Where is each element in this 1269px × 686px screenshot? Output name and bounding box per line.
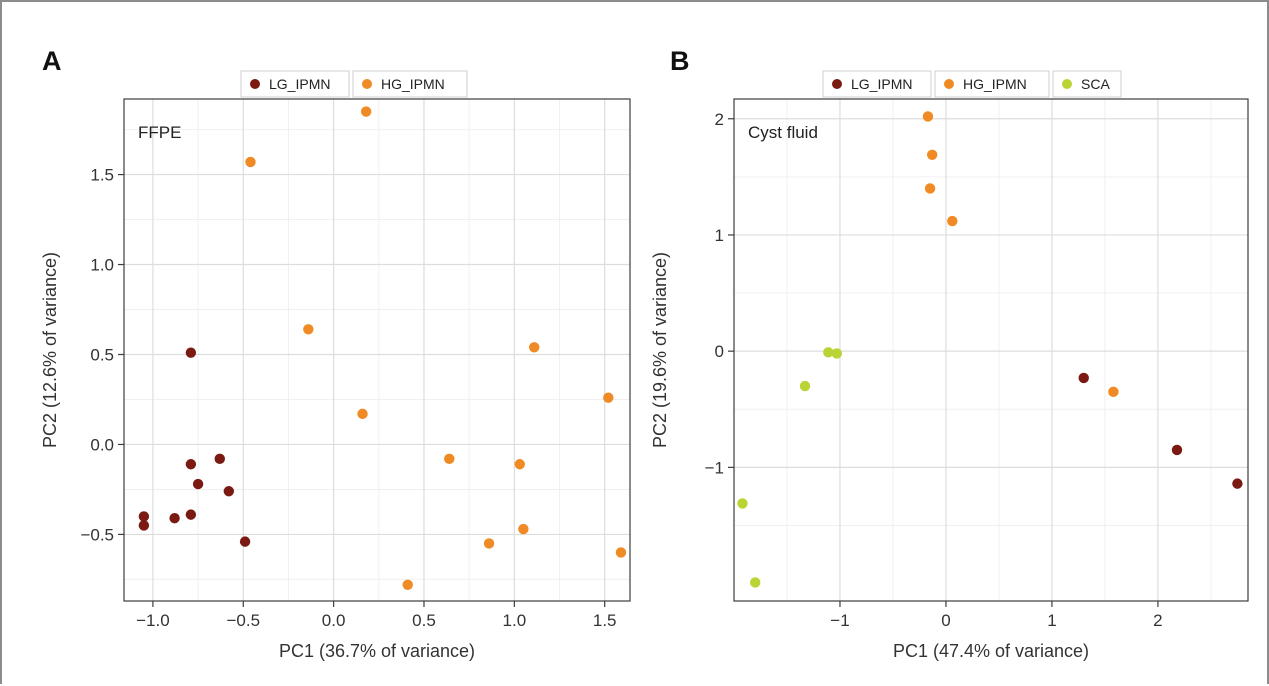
panel-a-y-tick-label: 1.0 [90, 256, 114, 275]
panel-b-legend-label: HG_IPMN [963, 76, 1027, 92]
panel-b-y-axis-title: PC2 (19.6% of variance) [650, 252, 670, 448]
panel-a-point-hg-ipmn [514, 459, 525, 470]
panel-b-grid [734, 99, 1248, 601]
panel-a-letter: A [42, 46, 62, 76]
panel-a-inset-label: FFPE [138, 123, 181, 142]
panel-b-points [737, 111, 1243, 588]
panel-a-point-hg-ipmn [483, 538, 495, 549]
panel-a-point-hg-ipmn [360, 106, 372, 117]
panel-a-legend: LG_IPMN HG_IPMN [240, 70, 468, 98]
panel-a-point-hg-ipmn [357, 408, 368, 420]
panel-b-point-hg-ipmn [922, 111, 934, 122]
panel-b-point-lg-ipmn [1232, 478, 1243, 489]
panel-b-x-axis-title: PC1 (47.4% of variance) [893, 641, 1089, 661]
panel-b: B LG_IPMN HG_IPMN SCA −1 0 1 2 −1 0 1 2 Cyst flui… [650, 46, 1249, 661]
panel-a-point-lg-ipmn [185, 509, 197, 520]
panel-b-point-hg-ipmn [947, 215, 958, 227]
panel-a-point-lg-ipmn [169, 513, 180, 524]
panel-b-x-tick-label: 2 [1153, 611, 1162, 630]
panel-a-point-hg-ipmn [603, 392, 614, 403]
panel-b-y-tick-label: 1 [715, 226, 724, 245]
panel-b-ticks: −1 0 1 2 −1 0 1 2 [705, 110, 1163, 630]
panel-b-x-tick-label: 1 [1047, 611, 1056, 630]
panel-b-point-sca [737, 498, 748, 509]
panel-a-y-tick-label: −0.5 [80, 525, 114, 544]
panel-a-grid [124, 99, 630, 601]
panel-b-legend-swatch [832, 79, 842, 89]
panel-a-x-tick-label: −0.5 [226, 611, 260, 630]
panel-a-point-lg-ipmn [138, 511, 150, 522]
panel-b-point-sca [799, 380, 811, 392]
panel-b-point-hg-ipmn [1108, 386, 1119, 398]
panel-a-ticks: −1.0 −0.5 0.0 0.5 1.0 1.5 −0.5 0.0 0.5 1.0 1.5 [80, 166, 616, 630]
panel-a-x-tick-label: 0.5 [412, 611, 436, 630]
panel-a-y-tick-label: 1.5 [90, 166, 114, 185]
panel-a-y-axis-title: PC2 (12.6% of variance) [40, 252, 60, 448]
panel-a-point-hg-ipmn [444, 453, 455, 465]
panel-a-point-hg-ipmn [518, 523, 529, 535]
panel-b-y-tick-label: −1 [705, 458, 724, 477]
panel-b-x-tick-label: −1 [830, 611, 849, 630]
panel-a-point-hg-ipmn [402, 579, 413, 591]
panel-a-point-hg-ipmn [303, 324, 314, 335]
panel-a-point-lg-ipmn [138, 520, 150, 531]
panel-a-point-hg-ipmn [529, 342, 540, 353]
panel-a-points [138, 106, 627, 591]
panel-a-legend-label: HG_IPMN [381, 76, 445, 92]
panel-b-y-tick-label: 0 [715, 342, 724, 361]
panel-b-legend-label: SCA [1081, 76, 1110, 92]
panel-b-point-sca [749, 577, 761, 588]
panel-a-x-axis-title: PC1 (36.7% of variance) [279, 641, 475, 661]
panel-b-y-tick-label: 2 [715, 110, 724, 129]
panel-b-point-sca [831, 348, 842, 359]
panel-b-point-hg-ipmn [926, 149, 938, 160]
panel-a-y-tick-label: 0.0 [90, 435, 114, 454]
panel-b-point-hg-ipmn [924, 183, 936, 194]
panel-b-legend-label: LG_IPMN [851, 76, 912, 92]
panel-a-point-lg-ipmn [192, 478, 204, 490]
panel-a-point-hg-ipmn [615, 547, 627, 558]
panel-a-x-tick-label: 0.0 [322, 611, 346, 630]
panel-a-point-hg-ipmn [245, 156, 256, 168]
panel-a-legend-swatch [250, 79, 260, 89]
panel-a-legend-label: LG_IPMN [269, 76, 330, 92]
panel-b-point-lg-ipmn [1171, 444, 1183, 456]
panel-a-point-lg-ipmn [185, 459, 197, 470]
panel-a-plot-frame [123, 98, 631, 602]
panel-a-point-lg-ipmn [214, 453, 225, 465]
panel-b-point-lg-ipmn [1078, 372, 1089, 384]
panel-b-x-tick-label: 0 [941, 611, 950, 630]
panel-a-x-tick-label: 1.5 [593, 611, 617, 630]
panel-a: A LG_IPMN HG_IPMN −1.0 −0.5 0.0 0.5 1.0 1.5 −0.… [40, 46, 631, 661]
panel-a-point-lg-ipmn [223, 486, 235, 497]
panel-a-x-tick-label: 1.0 [503, 611, 527, 630]
panel-a-legend-swatch [362, 79, 372, 89]
panel-a-x-tick-label: −1.0 [136, 611, 170, 630]
panel-b-inset-label: Cyst fluid [748, 123, 818, 142]
panel-b-plot-frame [733, 98, 1249, 602]
panel-b-legend-swatch [1062, 79, 1072, 89]
panel-b-point-sca [823, 347, 834, 358]
panel-b-legend-swatch [944, 79, 954, 89]
panel-b-legend: LG_IPMN HG_IPMN SCA [822, 70, 1122, 98]
panel-a-point-lg-ipmn [185, 347, 197, 358]
panel-b-letter: B [670, 46, 690, 76]
panel-a-point-lg-ipmn [239, 536, 251, 547]
panel-a-y-tick-label: 0.5 [90, 345, 114, 364]
